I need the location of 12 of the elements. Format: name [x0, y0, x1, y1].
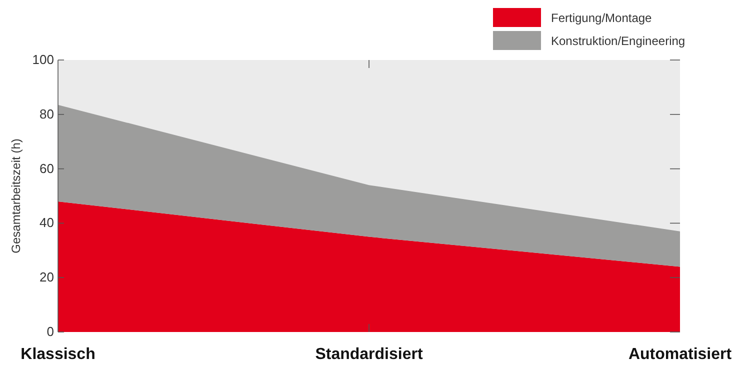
x-tick-label: Standardisiert: [315, 346, 424, 363]
y-tick-label: 100: [32, 52, 54, 67]
y-tick-label: 0: [46, 324, 54, 339]
y-tick-label: 20: [40, 270, 54, 285]
y-tick-label: 60: [40, 160, 54, 176]
y-tick-label: 80: [40, 106, 54, 122]
legend-label: Fertigung/Montage: [551, 11, 652, 25]
x-tick-label: Automatisiert: [628, 346, 732, 363]
y-tick-label: 40: [40, 215, 54, 230]
y-axis-title: Gesamtarbeitszeit (h): [9, 138, 23, 254]
legend-label: Konstruktion/Engineering: [551, 34, 686, 48]
x-tick-label: Klassisch: [20, 346, 96, 363]
